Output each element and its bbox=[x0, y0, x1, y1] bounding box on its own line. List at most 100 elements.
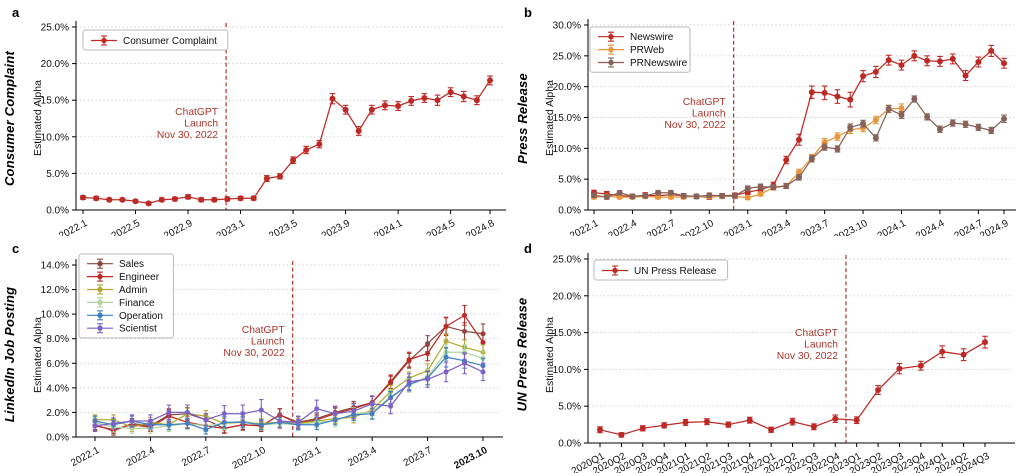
svg-text:Scientist: Scientist bbox=[119, 324, 157, 335]
outer-axis-label-press-release: Press Release bbox=[514, 72, 530, 164]
svg-text:2022.5: 2022.5 bbox=[110, 218, 143, 236]
svg-text:6.0%: 6.0% bbox=[46, 359, 69, 370]
svg-text:25.0%: 25.0% bbox=[553, 51, 581, 62]
svg-text:5.0%: 5.0% bbox=[558, 402, 581, 413]
svg-text:Launch: Launch bbox=[692, 109, 726, 120]
svg-text:Launch: Launch bbox=[184, 119, 218, 130]
series-un-press-release bbox=[597, 335, 988, 438]
svg-text:4.0%: 4.0% bbox=[46, 383, 69, 394]
legend: Newswire PRWeb PRNewswire bbox=[589, 26, 691, 73]
svg-text:10.0%: 10.0% bbox=[41, 310, 69, 321]
svg-text:0.0%: 0.0% bbox=[558, 439, 581, 450]
svg-text:ChatGPT: ChatGPT bbox=[683, 97, 727, 108]
svg-text:Engineer: Engineer bbox=[119, 272, 160, 283]
outer-axis-label-linkedin-job-posting: LinkedIn Job Posting bbox=[2, 286, 18, 423]
svg-text:2023.9: 2023.9 bbox=[320, 218, 353, 236]
series-admin bbox=[92, 333, 486, 433]
svg-text:ChatGPT: ChatGPT bbox=[795, 328, 839, 339]
svg-text:Finance: Finance bbox=[119, 298, 155, 309]
svg-text:0.0%: 0.0% bbox=[46, 206, 69, 217]
svg-text:2022.4: 2022.4 bbox=[125, 445, 158, 469]
svg-text:2024.1: 2024.1 bbox=[372, 218, 405, 236]
y-axis-label-d: Estimated Alpha bbox=[544, 316, 557, 393]
svg-text:15.0%: 15.0% bbox=[41, 96, 69, 107]
svg-text:PRNewswire: PRNewswire bbox=[630, 58, 688, 69]
svg-text:25.0%: 25.0% bbox=[553, 255, 581, 266]
svg-text:ChatGPT: ChatGPT bbox=[175, 107, 219, 118]
svg-text:2023.4: 2023.4 bbox=[760, 218, 793, 236]
svg-text:Nov 30, 2022: Nov 30, 2022 bbox=[157, 130, 219, 141]
svg-text:5.0%: 5.0% bbox=[46, 169, 69, 180]
y-axis-label-a: Estimated Alpha bbox=[32, 80, 45, 156]
y-axis-label-c: Estimated Alpha bbox=[32, 316, 45, 393]
panel-un-press-release: d UN Press Release Estimated Alpha ChatG… bbox=[512, 236, 1024, 473]
gridlines bbox=[588, 258, 1013, 407]
gridlines bbox=[588, 24, 1014, 180]
chart-canvas-a: ChatGPT Launch Nov 30, 2022 0.0% 5.0% 10.0% 15… bbox=[0, 0, 512, 236]
outer-axis-label-un-press-release: UN Press Release bbox=[514, 297, 530, 412]
chart-canvas-c: ChatGPT Launch Nov 30, 2022 0.0% 2.0% 4.0% 6.0… bbox=[0, 236, 512, 473]
svg-text:15.0%: 15.0% bbox=[553, 328, 581, 339]
svg-text:2023.1: 2023.1 bbox=[291, 445, 324, 469]
svg-text:2022.7: 2022.7 bbox=[645, 218, 678, 236]
svg-text:Consumer Complaint: Consumer Complaint bbox=[123, 36, 217, 47]
svg-text:2022.1: 2022.1 bbox=[57, 218, 90, 236]
series-prnewswire bbox=[591, 95, 1007, 201]
svg-text:8.0%: 8.0% bbox=[46, 334, 69, 345]
svg-text:ChatGPT: ChatGPT bbox=[242, 325, 286, 336]
svg-text:2023.10: 2023.10 bbox=[832, 218, 869, 236]
svg-text:2.0%: 2.0% bbox=[46, 408, 69, 419]
svg-text:2022.9: 2022.9 bbox=[162, 218, 195, 236]
svg-text:Nov 30, 2022: Nov 30, 2022 bbox=[223, 348, 285, 359]
svg-text:20.0%: 20.0% bbox=[41, 59, 69, 70]
svg-text:10.0%: 10.0% bbox=[553, 365, 581, 376]
svg-text:2024.4: 2024.4 bbox=[914, 218, 947, 236]
svg-text:PRWeb: PRWeb bbox=[630, 45, 665, 56]
svg-text:2022.7: 2022.7 bbox=[180, 445, 213, 469]
axes: 0.0%5.0%10.0%15.0%20.0%25.0%2020Q12020Q2… bbox=[553, 253, 1015, 473]
svg-text:25.0%: 25.0% bbox=[41, 23, 69, 34]
legend: Sales Engineer Admin Finance Operation Scient… bbox=[78, 253, 174, 339]
panel-press-release: b Press Release Estimated Alpha ChatGPT L… bbox=[512, 0, 1024, 236]
svg-text:Newswire: Newswire bbox=[630, 32, 674, 43]
legend: UN Press Release bbox=[593, 259, 729, 281]
svg-text:2023.10: 2023.10 bbox=[452, 445, 489, 472]
panel-consumer-complaint: a Consumer Complaint Estimated Alpha Cha… bbox=[0, 0, 512, 236]
svg-text:0.0%: 0.0% bbox=[558, 206, 581, 217]
svg-text:2022.1: 2022.1 bbox=[568, 218, 601, 236]
svg-text:2023.1: 2023.1 bbox=[722, 218, 755, 236]
svg-text:Admin: Admin bbox=[119, 285, 147, 296]
svg-text:Operation: Operation bbox=[119, 311, 163, 322]
svg-text:Nov 30, 2022: Nov 30, 2022 bbox=[777, 351, 839, 362]
panel-letter-d: d bbox=[524, 241, 532, 256]
svg-text:20.0%: 20.0% bbox=[553, 82, 581, 93]
svg-text:10.0%: 10.0% bbox=[41, 132, 69, 143]
panel-linkedin-job-posting: c LinkedIn Job Posting Estimated Alpha C… bbox=[0, 236, 512, 473]
svg-text:2023.7: 2023.7 bbox=[402, 445, 435, 469]
svg-text:Launch: Launch bbox=[804, 340, 838, 351]
svg-text:2023.5: 2023.5 bbox=[267, 218, 300, 236]
svg-text:12.0%: 12.0% bbox=[41, 285, 69, 296]
y-axis-label-b: Estimated Alpha bbox=[544, 80, 557, 156]
svg-text:5.0%: 5.0% bbox=[558, 175, 581, 186]
chart-canvas-b: ChatGPT Launch Nov 30, 2022 0.0% 5.0% 10.0% 15… bbox=[512, 0, 1024, 236]
gridlines bbox=[76, 26, 504, 174]
outer-axis-label-consumer-complaint: Consumer Complaint bbox=[2, 50, 18, 186]
svg-text:2022.10: 2022.10 bbox=[679, 218, 716, 236]
axes: 0.0% 5.0% 10.0% 15.0% 20.0% 25.0% 2022.1 2022.5… bbox=[41, 21, 506, 236]
svg-text:2023.1: 2023.1 bbox=[215, 218, 248, 236]
svg-text:2023.4: 2023.4 bbox=[346, 445, 379, 469]
svg-text:10.0%: 10.0% bbox=[553, 144, 581, 155]
svg-text:Launch: Launch bbox=[251, 337, 285, 348]
panel-letter-c: c bbox=[12, 241, 20, 256]
svg-text:0.0%: 0.0% bbox=[46, 433, 69, 444]
svg-text:UN Press Release: UN Press Release bbox=[634, 266, 717, 277]
